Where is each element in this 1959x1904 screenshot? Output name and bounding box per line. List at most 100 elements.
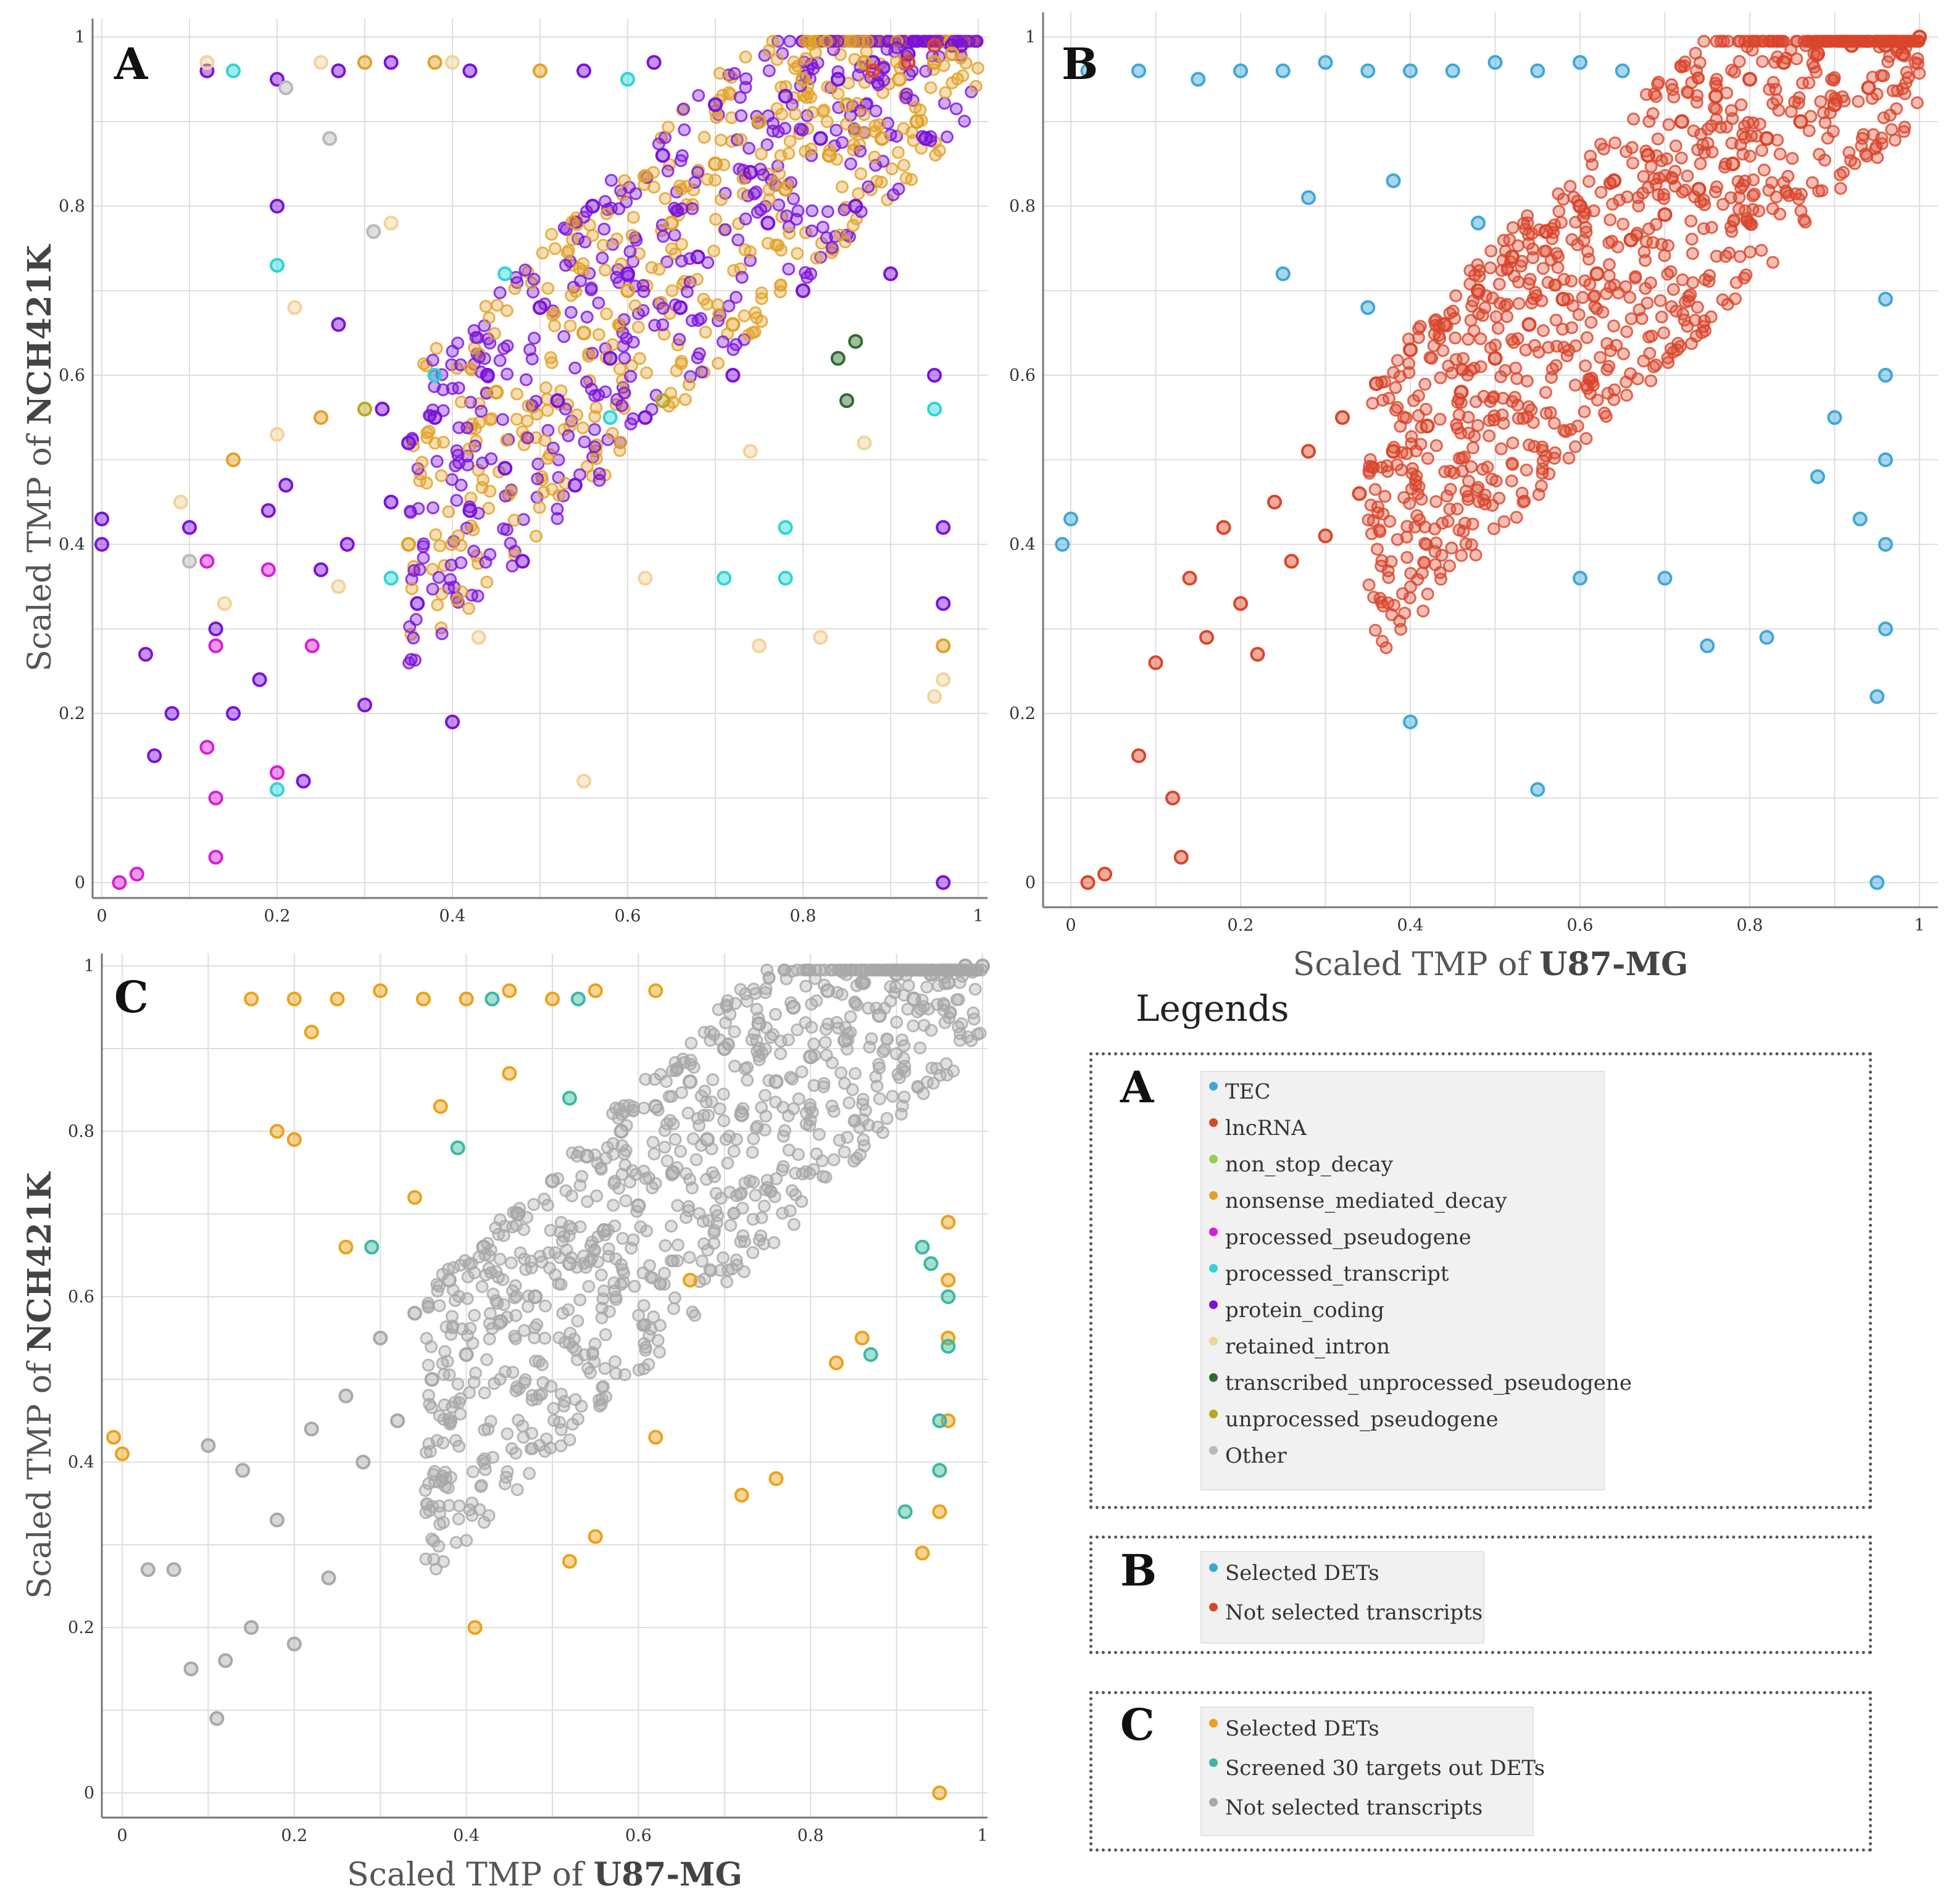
data-point xyxy=(909,114,925,129)
cloud-point xyxy=(1638,254,1652,267)
cloud-point xyxy=(1708,77,1722,90)
cloud-point xyxy=(1423,351,1437,364)
cloud-point xyxy=(1629,270,1642,283)
cloud-point xyxy=(496,1273,510,1286)
cloud-point xyxy=(537,486,551,499)
cloud-point xyxy=(746,1145,759,1159)
cloud-point xyxy=(702,1108,715,1122)
cloud-point xyxy=(1810,35,1824,48)
cloud-point xyxy=(640,366,654,380)
cloud-point xyxy=(546,441,560,455)
cloud-point xyxy=(551,502,564,516)
data-point xyxy=(717,570,732,586)
cloud-point xyxy=(890,1015,904,1029)
cloud-point xyxy=(673,333,686,346)
cloud-point xyxy=(789,1166,802,1180)
cloud-point xyxy=(588,423,601,436)
cloud-point xyxy=(541,404,554,417)
cloud-point xyxy=(1857,35,1871,48)
data-point xyxy=(115,1446,130,1461)
cloud-point xyxy=(1532,345,1545,359)
cloud-point xyxy=(833,228,847,242)
cloud-point xyxy=(1421,587,1434,601)
cloud-point xyxy=(525,1426,539,1440)
cloud-point xyxy=(820,35,834,48)
cloud-point xyxy=(1649,218,1663,231)
cloud-point xyxy=(840,968,854,981)
cloud-point xyxy=(1429,439,1443,452)
cloud-point xyxy=(762,64,776,78)
cloud-point xyxy=(717,1114,731,1128)
cloud-point xyxy=(433,1299,446,1312)
data-point xyxy=(217,596,232,611)
cloud-point xyxy=(693,347,706,360)
cloud-point xyxy=(510,412,523,426)
cloud-point xyxy=(950,72,964,86)
data-point xyxy=(459,1347,474,1362)
cloud-point xyxy=(728,1059,741,1073)
data-point xyxy=(533,63,547,78)
cloud-point xyxy=(880,1112,894,1125)
cloud-point xyxy=(1805,176,1819,189)
y-axis-label-prefix: Scaled TMP of xyxy=(22,425,59,672)
cloud-point xyxy=(526,285,540,299)
cloud-point xyxy=(852,187,865,201)
cloud-point xyxy=(422,1358,435,1372)
cloud-point xyxy=(1556,322,1570,336)
data-point xyxy=(208,638,223,654)
cloud-point xyxy=(755,1100,768,1114)
cloud-point xyxy=(1472,307,1486,320)
cloud-point xyxy=(720,1275,734,1289)
cloud-point xyxy=(773,285,787,299)
data-point xyxy=(941,1339,956,1354)
legend-a-item: retained_intron xyxy=(1202,1334,1603,1371)
data-point xyxy=(1852,511,1868,526)
cloud-point xyxy=(834,1066,848,1079)
cloud-point xyxy=(1568,378,1582,392)
cloud-point xyxy=(1487,522,1500,536)
cloud-point xyxy=(697,1237,710,1250)
cloud-point xyxy=(461,1270,475,1284)
cloud-point xyxy=(1720,120,1733,134)
cloud-point xyxy=(554,1387,568,1401)
cloud-point xyxy=(609,1291,623,1304)
cloud-point xyxy=(1666,83,1679,96)
cloud-point xyxy=(926,1076,940,1090)
cloud-point xyxy=(437,1413,451,1426)
cloud-point xyxy=(623,245,637,259)
cloud-point xyxy=(856,1092,870,1106)
cloud-point xyxy=(1716,197,1730,211)
cloud-point xyxy=(1418,556,1431,570)
data-point xyxy=(562,1256,577,1271)
cloud-point xyxy=(1506,436,1520,450)
cloud-point xyxy=(880,1032,894,1046)
cloud-point xyxy=(1655,238,1668,251)
cloud-point xyxy=(446,344,459,358)
cloud-point xyxy=(734,133,747,146)
cloud-point xyxy=(1484,394,1497,408)
cloud-point xyxy=(1442,559,1456,573)
cloud-point xyxy=(1747,173,1760,186)
x-tick-label: 0 xyxy=(96,907,107,926)
cloud-point xyxy=(1428,558,1442,572)
cloud-point xyxy=(1728,65,1741,79)
cloud-point xyxy=(1512,412,1525,425)
cloud-point xyxy=(656,301,670,315)
cloud-point xyxy=(430,455,444,468)
data-point xyxy=(1870,875,1885,890)
cloud-point xyxy=(1520,464,1533,477)
cloud-point xyxy=(1491,322,1505,335)
cloud-point xyxy=(705,1095,718,1108)
cloud-point xyxy=(543,448,557,462)
data-point xyxy=(545,991,560,1007)
cloud-point xyxy=(1608,136,1622,150)
cloud-point xyxy=(484,1415,497,1428)
data-point xyxy=(1641,148,1655,163)
cloud-point xyxy=(1421,452,1434,465)
cloud-point xyxy=(449,459,462,473)
data-point xyxy=(646,55,662,70)
cloud-point xyxy=(500,304,514,317)
cloud-point xyxy=(723,1008,737,1021)
cloud-point xyxy=(586,469,599,483)
data-point xyxy=(314,562,328,578)
